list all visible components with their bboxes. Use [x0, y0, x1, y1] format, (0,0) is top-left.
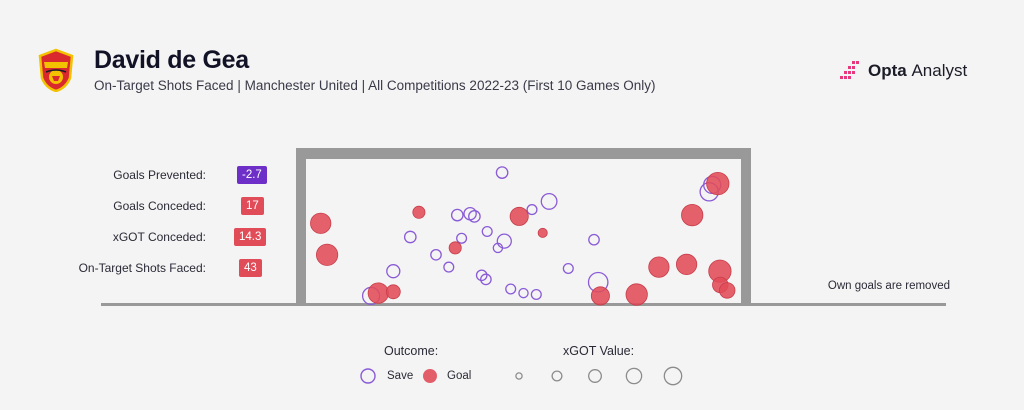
- goal-shot-9: [675, 253, 698, 275]
- goal-shot-3: [509, 206, 529, 226]
- xgot-size-legend-2: [588, 369, 602, 383]
- save-shot-0: [495, 166, 509, 179]
- brand-light: Analyst: [911, 61, 968, 80]
- right-post: [741, 148, 751, 305]
- goal-shot-8: [648, 256, 670, 278]
- brand-bold: Opta: [868, 61, 907, 80]
- save-shot-13: [443, 261, 455, 273]
- goal-shot-7: [315, 243, 339, 266]
- left-post: [296, 148, 306, 305]
- goal-legend-marker: [423, 369, 437, 383]
- goal-shot-15: [590, 286, 610, 306]
- save-shot-10: [588, 233, 600, 246]
- save-shot-1: [540, 192, 558, 210]
- save-shot-20: [518, 287, 529, 299]
- xgot-size-legend-1: [551, 370, 563, 382]
- xgot-legend-title: xGOT Value:: [563, 344, 635, 358]
- shots-faced-label: On-Target Shots Faced:: [78, 261, 206, 275]
- goals-conceded-badge: 17: [241, 197, 264, 215]
- save-shot-11: [492, 242, 504, 254]
- goals-prevented-label: Goals Prevented:: [113, 168, 206, 182]
- goal-shot-1: [681, 204, 704, 227]
- page-subtitle: On-Target Shots Faced | Manchester Unite…: [94, 78, 656, 93]
- goals-conceded-label: Goals Conceded:: [113, 199, 206, 213]
- goal-shot-5: [448, 241, 462, 255]
- xgot-size-legend-4: [663, 366, 683, 386]
- save-shot-12: [430, 248, 442, 261]
- goals-prevented-badge: -2.7: [237, 166, 267, 184]
- save-shot-15: [475, 269, 488, 282]
- save-shot-6: [403, 230, 417, 244]
- save-shot-5: [468, 210, 481, 223]
- shots-faced-badge: 43: [239, 259, 262, 277]
- club-crest: [38, 48, 74, 92]
- crossbar: [296, 148, 751, 159]
- goal-legend-label: Goal: [447, 370, 472, 382]
- save-shot-2: [526, 204, 538, 216]
- goal-shot-14: [385, 284, 401, 300]
- page-title: David de Gea: [94, 46, 249, 74]
- ground-line: [101, 303, 946, 306]
- save-legend-marker: [360, 368, 376, 384]
- xgot-conceded-label: xGOT Conceded:: [112, 230, 206, 244]
- xgot-conceded-badge: 14.3: [234, 228, 267, 246]
- opta-mark-icon: [840, 61, 859, 79]
- goal-shot-6: [310, 212, 332, 234]
- goal-shot-2: [412, 205, 426, 219]
- save-shot-9: [496, 233, 512, 249]
- own-goals-note: Own goals are removed: [827, 280, 950, 292]
- save-shot-16: [480, 273, 492, 286]
- goal-shot-13: [367, 282, 389, 304]
- goal-shot-16: [625, 283, 648, 306]
- brand-logo: Opta Analyst: [840, 58, 967, 84]
- save-shot-19: [505, 283, 517, 295]
- xgot-size-legend-0: [515, 372, 523, 380]
- save-shot-14: [386, 264, 401, 279]
- save-shot-17: [562, 262, 574, 275]
- goal-shot-0: [706, 172, 730, 196]
- save-legend-label: Save: [387, 370, 414, 382]
- goal-shot-4: [537, 227, 548, 238]
- goal-shot-12: [719, 282, 736, 299]
- save-shot-7: [456, 232, 468, 244]
- xgot-size-legend-3: [625, 367, 643, 385]
- outcome-legend-title: Outcome:: [384, 344, 439, 358]
- save-shot-8: [481, 225, 493, 238]
- save-shot-3: [450, 208, 464, 222]
- save-shot-21: [530, 288, 542, 301]
